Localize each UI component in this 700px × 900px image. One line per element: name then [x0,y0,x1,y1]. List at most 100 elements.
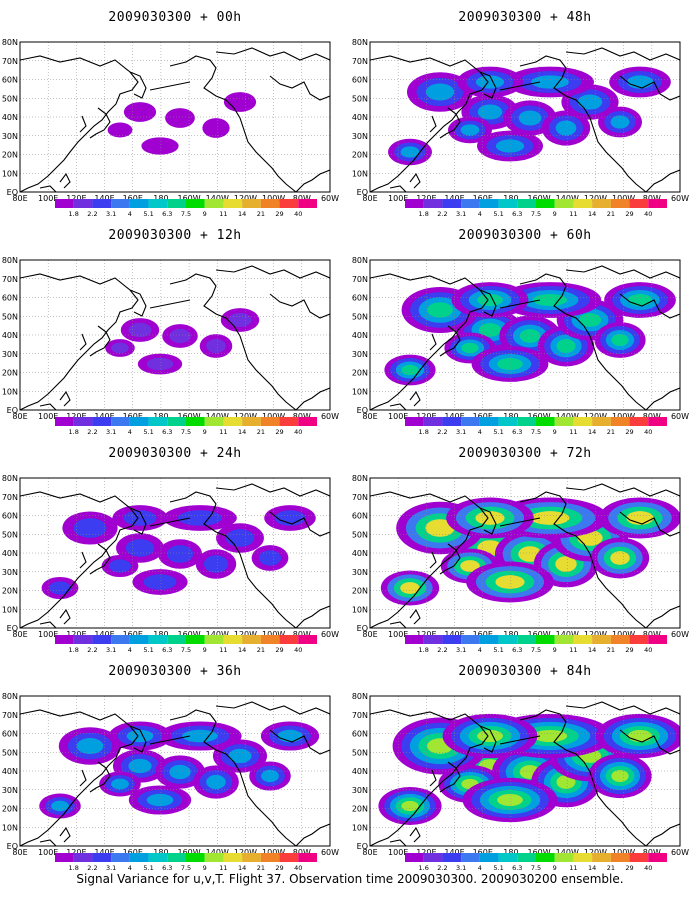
map-frame [369,695,681,847]
coastline [645,823,680,846]
colorbar-swatch [442,417,462,426]
coastline [565,701,680,715]
latitude-label: EQ [357,188,368,197]
longitude-label: 180 [153,194,168,203]
latitude-label: 60N [2,76,18,85]
colorbar-swatch [405,417,424,426]
variance-contour [143,574,177,590]
latitude-label: 10N [2,605,18,614]
colorbar-swatch [186,199,205,208]
colorbar-swatch [55,199,74,208]
longitude-label: 100W [612,848,635,857]
colorbar-swatch [129,199,149,208]
coastline [429,551,437,569]
colorbar-swatch [461,853,480,862]
colorbar-label: 6.3 [162,428,172,436]
colorbar-label: 7.5 [531,646,541,654]
colorbar-swatch [223,635,243,644]
colorbar-swatch [592,417,611,426]
colorbar-swatch [610,199,630,208]
colorbar-label: 40 [294,646,302,654]
colorbar-label: 21 [607,646,615,654]
colorbar: 1.8 2.2 3.1 4 5.1 6.3 7.5 9 11 14 21 29 40 [55,417,317,436]
variance-contour [461,342,479,354]
longitude-label: 180 [503,412,518,421]
colorbar-label: 4 [478,646,482,654]
colorbar-swatch [167,635,186,644]
longitude-label: 100E [38,630,58,639]
colorbar-label: 2.2 [437,210,447,218]
colorbar-label: 7.5 [181,428,191,436]
coastline [89,543,111,575]
coastline [439,107,461,139]
colorbar-swatch [55,635,74,644]
coastline [20,55,139,192]
variance-contour [611,769,629,783]
latitude-label: 60N [2,294,18,303]
latitude-label: 70N [352,711,368,720]
colorbar-swatch [442,853,462,862]
colorbar-swatch [92,635,112,644]
colorbar-swatch [517,417,536,426]
colorbar-swatch [242,853,261,862]
colorbar: 1.8 2.2 3.1 4 5.1 6.3 7.5 9 11 14 21 29 40 [405,417,667,436]
coastline [295,823,330,846]
colorbar-label: 11 [219,428,227,436]
coastline [129,289,147,317]
variance-contour [277,729,303,743]
panel-title: 2009030300 + 24h [108,446,242,461]
coastline [499,299,541,309]
coastline [370,55,489,192]
longitude-label: 120E [66,412,86,421]
latitude-label: 50N [2,94,18,103]
colorbar-label: 3.1 [106,428,116,436]
map-panel: 2009030300 + 12h 80N 70N 60N 50N 40N 30N 20N 10N… [0,218,350,436]
coastline [149,735,191,745]
latitude-label: EQ [357,842,368,851]
colorbar-swatch [204,417,224,426]
variance-contour [165,108,195,128]
variance-contour [626,75,654,89]
colorbar-swatch [573,199,593,208]
colorbar-swatch [479,417,499,426]
colorbar-swatch [92,417,112,426]
latitude-label: 20N [2,587,18,596]
panel-title: 2009030300 + 12h [108,228,242,243]
coastline [129,507,147,535]
longitude-label: 80W [293,412,311,421]
coastline [439,325,461,357]
coastline [370,709,489,846]
colorbar: 1.8 2.2 3.1 4 5.1 6.3 7.5 9 11 14 21 29 40 [55,199,317,218]
colorbar-swatch [461,199,480,208]
longitude-label: 120E [416,412,436,421]
variance-contour [610,551,630,565]
colorbar-swatch [592,635,611,644]
colorbar-label: 14 [588,864,596,872]
map-frame [19,477,331,629]
longitude-label: 80W [293,848,311,857]
colorbar-label: 7.5 [531,428,541,436]
longitude-label: 140E [444,630,464,639]
latitude-label: 10N [2,169,18,178]
colorbar-label: 11 [569,428,577,436]
colorbar-label: 21 [607,428,615,436]
longitude-label: 140E [94,412,114,421]
colorbar-swatch [573,635,593,644]
colorbar-swatch [129,853,149,862]
colorbar-label: 5.1 [493,428,503,436]
map-frame [369,477,681,629]
latitude-label: 40N [352,767,368,776]
colorbar-label: 11 [219,864,227,872]
variance-contour [401,364,419,376]
colorbar-label: 11 [569,864,577,872]
latitude-label: 10N [2,387,18,396]
latitude-label: 80N [2,256,18,265]
latitude-label: 10N [352,605,368,614]
colorbar-label: 21 [607,864,615,872]
latitude-label: EQ [7,624,18,633]
colorbar-label: 21 [257,210,265,218]
longitude-label: 80W [293,194,311,203]
colorbar-swatch [610,417,630,426]
variance-contour [225,529,255,547]
